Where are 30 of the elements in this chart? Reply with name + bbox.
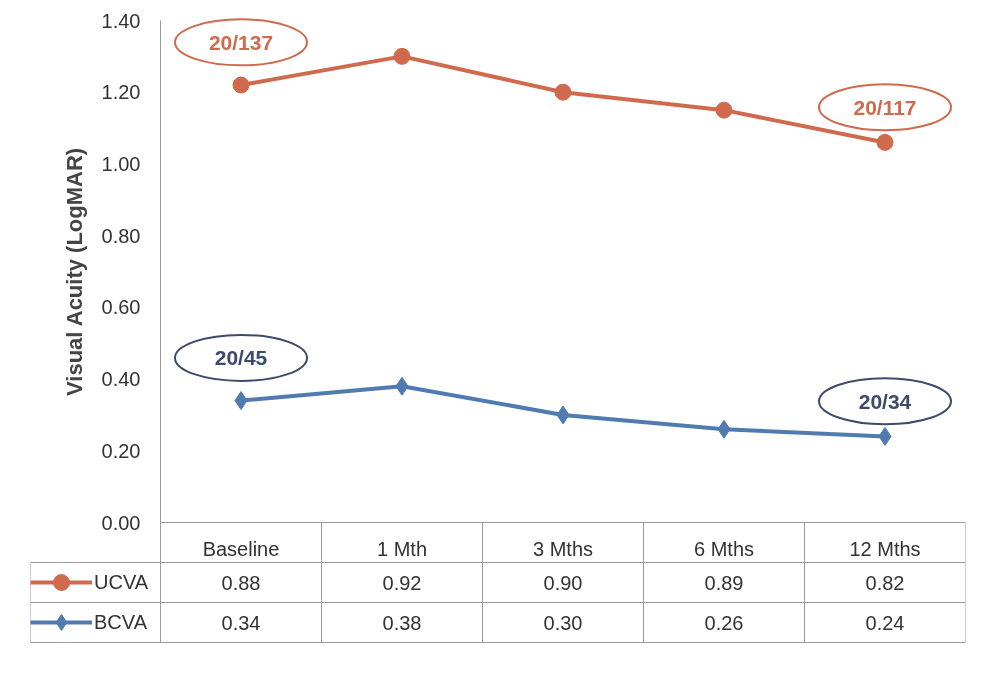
text: 0.90 bbox=[543, 571, 583, 594]
annotation: 20/137 bbox=[208, 30, 274, 54]
legend-label: BCVA bbox=[94, 609, 147, 635]
text: 0.89 bbox=[704, 571, 744, 594]
y-tick-label: 0.20 bbox=[101, 439, 141, 462]
y-tick-label: 0.80 bbox=[101, 224, 141, 247]
data-label: 0.24 bbox=[865, 611, 905, 634]
text: 0.92 bbox=[382, 571, 422, 594]
y-tick-label: 0.40 bbox=[101, 368, 141, 391]
data-label: 0.34 bbox=[221, 611, 261, 634]
x-tick-label: 12 Mths bbox=[849, 537, 921, 560]
annotation: 20/117 bbox=[853, 95, 917, 119]
y-tick-label: 0.60 bbox=[101, 296, 141, 319]
legend-label: UCVA bbox=[94, 569, 149, 595]
y-tick-label: 1.40 bbox=[101, 9, 141, 32]
y-tick-label: 1.00 bbox=[101, 152, 141, 175]
x-tick-label: 3 Mths bbox=[532, 537, 594, 560]
y-tick-label: 1.20 bbox=[101, 81, 141, 104]
annotation: 20/34 bbox=[858, 389, 912, 413]
y-tick-label: 0.00 bbox=[101, 511, 141, 534]
data-label: 0.38 bbox=[382, 611, 422, 634]
text: 0.88 bbox=[221, 571, 261, 594]
text: 0.82 bbox=[865, 571, 905, 594]
data-label: 0.26 bbox=[704, 611, 744, 634]
y-axis-title: Visual Acuity (LogMAR) bbox=[61, 147, 87, 396]
x-tick-label: 1 Mth bbox=[376, 537, 428, 560]
data-label: 0.30 bbox=[543, 611, 583, 634]
annotation: 20/45 bbox=[214, 346, 268, 370]
x-tick-label: 6 Mths bbox=[693, 537, 755, 560]
x-tick-label: Baseline bbox=[202, 537, 280, 560]
